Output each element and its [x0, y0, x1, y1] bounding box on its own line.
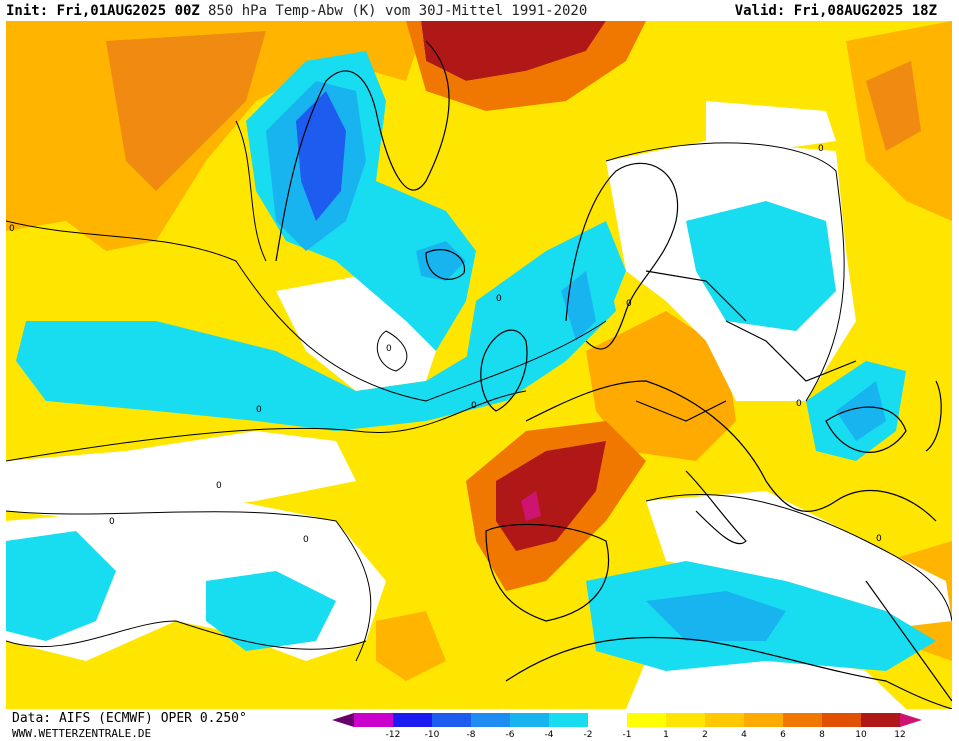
country-borders: [275, 40, 952, 709]
legend-swatch: [666, 713, 706, 727]
site-url: WWW.WETTERZENTRALE.DE: [12, 727, 152, 740]
data-source: Data: AIFS (ECMWF) OPER 0.250°: [12, 711, 247, 726]
cold-anomaly-british-isles: [466, 221, 626, 401]
black-sea-coast: [825, 406, 907, 453]
legend-swatch: [354, 713, 394, 727]
init-time: Init: Fri,01AUG2025 00Z: [6, 3, 200, 19]
legend-tick-label: -4: [544, 730, 554, 740]
valid-time: Valid: Fri,08AUG2025 18Z: [734, 3, 937, 19]
iceland-coast: [425, 249, 466, 280]
legend-tick-label: 10: [855, 730, 867, 740]
greenland-coast: [275, 40, 450, 262]
british-isles-coast: [480, 329, 528, 412]
iberia-coast: [485, 523, 610, 622]
warm-anomaly-north-core: [421, 21, 606, 81]
cold-anomaly-subtropical-atlantic: [6, 531, 116, 641]
contour-label: 0: [796, 399, 802, 409]
legend-swatch: [822, 713, 862, 727]
legend-swatch: [432, 713, 472, 727]
legend-tick-label: -8: [466, 730, 476, 740]
cold-anomaly-north-africa-core: [646, 591, 786, 641]
color-legend: -12 -10 -8 -6 -4 -2 -1 1 2 4 6 8 10 12: [332, 713, 956, 740]
warm-anomaly-iberia-peak: [521, 491, 541, 521]
legend-swatch: [510, 713, 550, 727]
legend-tick-label: 6: [780, 730, 786, 740]
legend-tick-label: 12: [894, 730, 906, 740]
contour-label: 0: [876, 534, 882, 544]
italy-coast: [685, 470, 747, 545]
contour-label: 0: [216, 481, 222, 491]
legend-swatch: [588, 713, 628, 727]
legend-tick-label: 2: [702, 730, 708, 740]
contour-label: 0: [818, 144, 824, 154]
map-canvas: 0 0 0 0 0 0 0 0 0 0 0 0: [6, 21, 952, 709]
legend-tick-label: -12: [385, 730, 401, 740]
legend-swatch: [627, 713, 667, 727]
cold-anomaly-iceland: [416, 241, 466, 281]
legend-arrow-right: [900, 713, 922, 727]
legend-swatch: [783, 713, 823, 727]
legend-swatch: [471, 713, 511, 727]
contour-label: 0: [9, 224, 15, 234]
neutral-zone-arctic: [706, 101, 836, 151]
legend-tick-label: -6: [505, 730, 515, 740]
map-footer: Data: AIFS (ECMWF) OPER 0.250° WWW.WETTE…: [0, 709, 959, 741]
warm-anomaly-northeast-core: [866, 61, 921, 151]
legend-tick-label: 8: [819, 730, 825, 740]
legend-swatch: [705, 713, 745, 727]
legend-tick-label: -1: [622, 730, 632, 740]
warm-anomaly-iberia-core: [496, 441, 606, 551]
contour-label: 0: [471, 401, 477, 411]
warm-anomaly-north: [406, 21, 646, 111]
contour-labels: 0 0 0 0 0 0 0 0 0 0 0 0: [9, 144, 882, 545]
contour-label: 0: [386, 344, 392, 354]
neutral-zone-mediterranean: [646, 491, 952, 631]
cold-anomaly-black-sea-core: [836, 381, 886, 441]
warm-anomaly-atlantic: [376, 611, 446, 681]
cold-anomaly-central-atlantic: [206, 571, 336, 651]
legend-swatch: [393, 713, 433, 727]
warm-anomaly-northwest-core: [106, 31, 266, 191]
caspian-coast: [925, 380, 942, 452]
legend-arrow-left: [332, 713, 354, 727]
contour-label: 0: [626, 299, 632, 309]
legend-tick-label: -10: [424, 730, 440, 740]
scandinavia-coast: [565, 162, 679, 350]
map-header: Init: Fri,01AUG2025 00Z 850 hPa Temp-Abw…: [0, 0, 959, 22]
zero-contour-lines: [6, 120, 952, 662]
contour-label: 0: [256, 405, 262, 415]
legend-swatch: [549, 713, 589, 727]
contour-label: 0: [109, 517, 115, 527]
africa-coast: [505, 636, 952, 709]
warm-anomaly-northwest: [6, 21, 426, 251]
map-title: 850 hPa Temp-Abw (K) vom 30J-Mittel 1991…: [208, 3, 588, 19]
neutral-zone-atlantic: [6, 431, 356, 521]
legend-swatch: [744, 713, 784, 727]
legend-tick-label: 4: [741, 730, 747, 740]
europe-coastline: [525, 380, 937, 522]
legend-tick-label: 1: [663, 730, 669, 740]
cold-anomaly-atlantic-band: [16, 261, 616, 431]
middle-east-border: [865, 580, 952, 702]
eastern-borders: [635, 270, 857, 422]
legend-swatch: [861, 713, 901, 727]
temperature-anomaly-map: 0 0 0 0 0 0 0 0 0 0 0 0: [6, 21, 952, 709]
contour-label: 0: [303, 535, 309, 545]
contour-label: 0: [496, 294, 502, 304]
legend-tick-label: -2: [583, 730, 593, 740]
